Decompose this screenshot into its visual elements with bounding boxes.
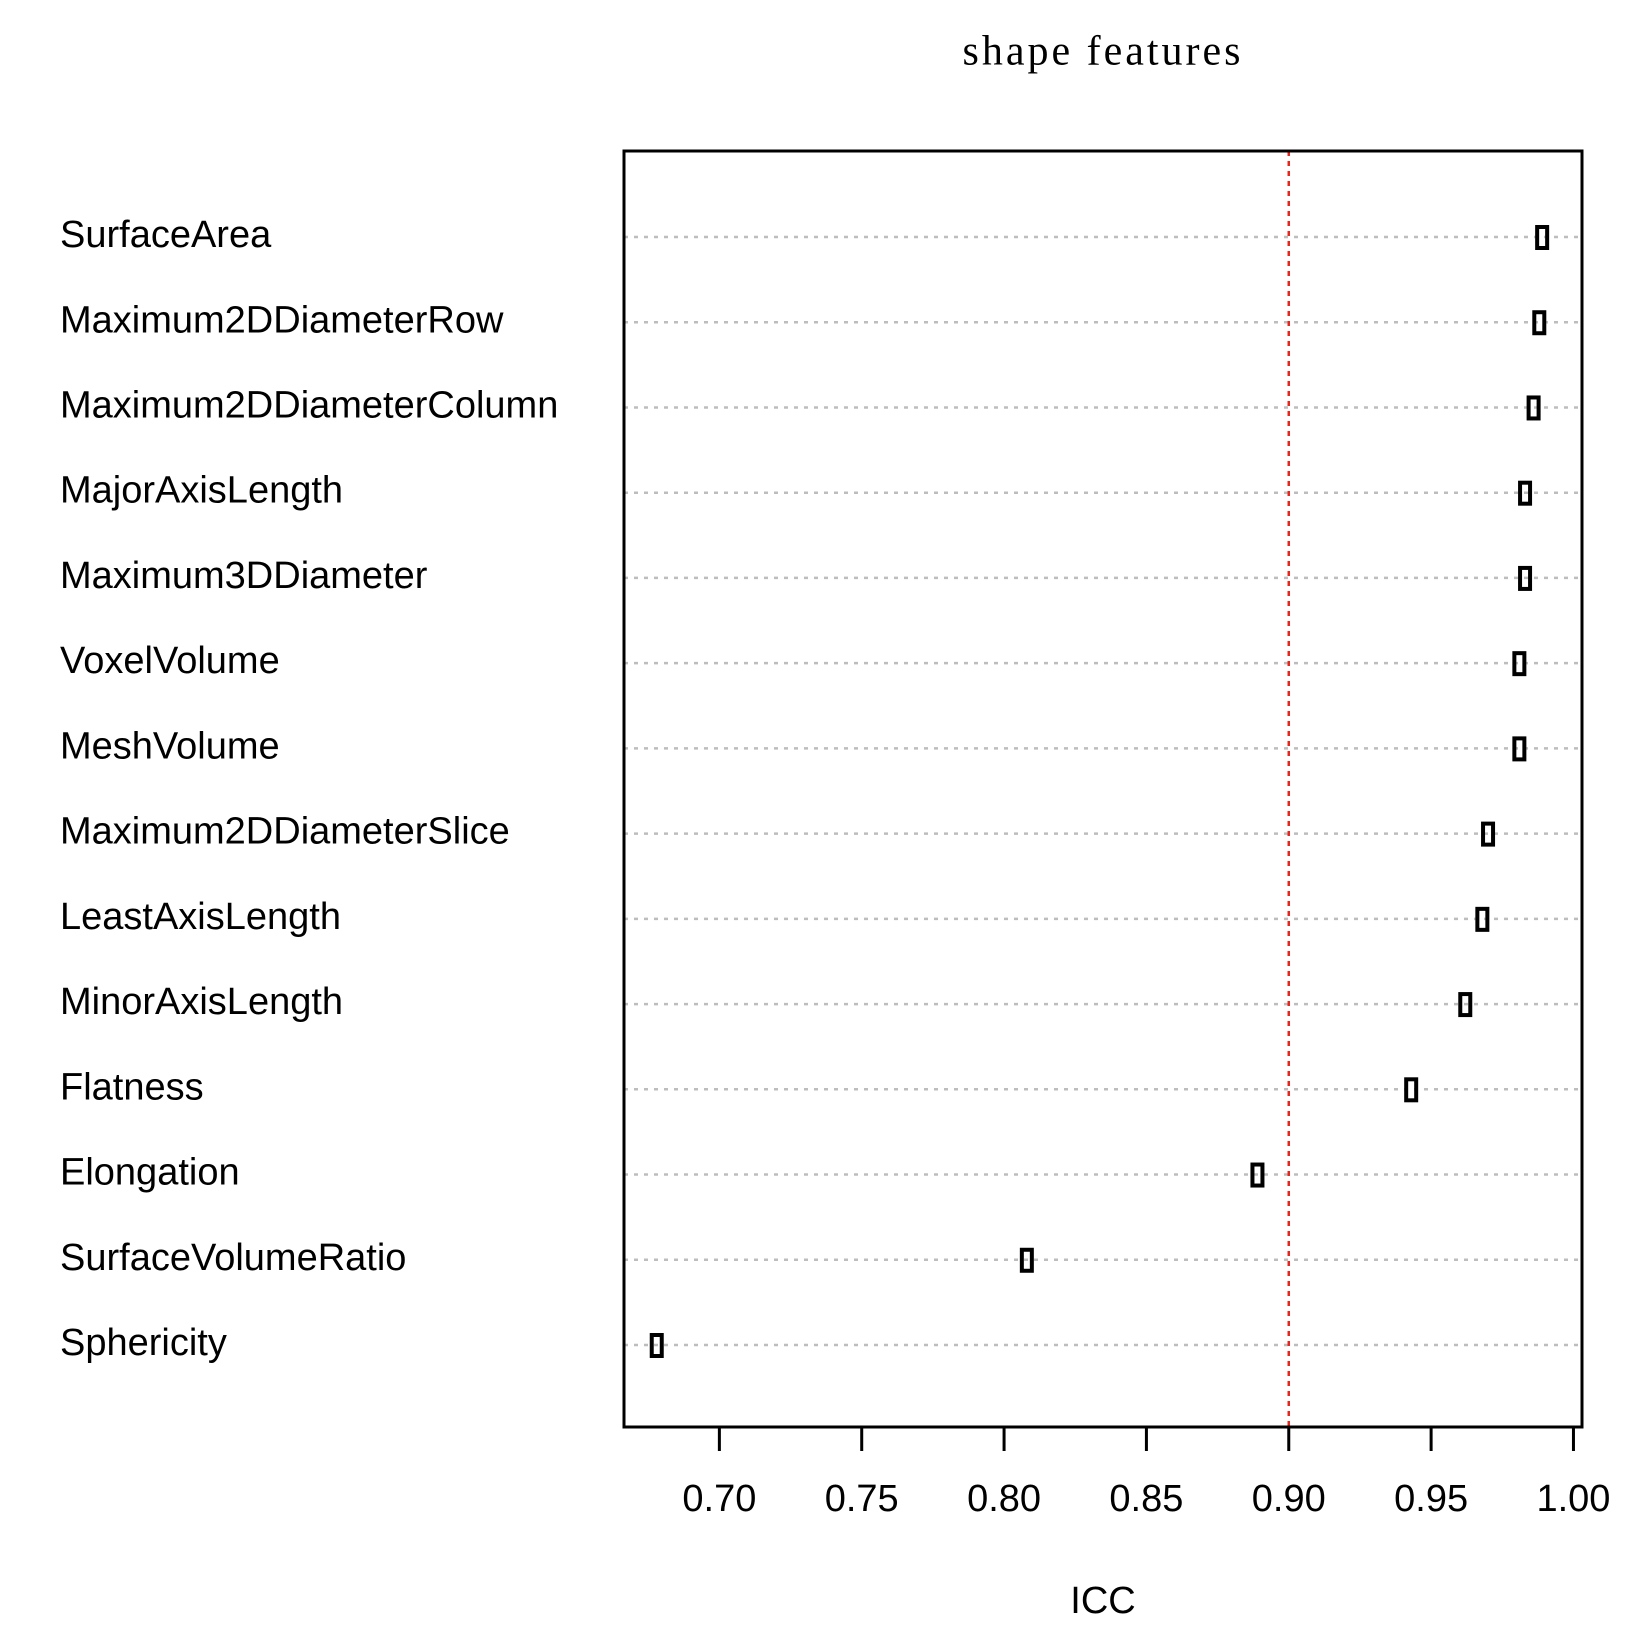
point [1512,651,1527,677]
chart-title: shape features [962,29,1243,75]
point [1019,1247,1034,1273]
category-label: Maximum2DDiameterSlice [60,811,510,853]
category-label: SurfaceVolumeRatio [60,1237,406,1279]
point [1404,1077,1419,1103]
point [1518,480,1533,506]
category-label: VoxelVolume [60,640,280,682]
point [1512,736,1527,762]
category-label: Maximum2DDiameterColumn [60,384,558,426]
x-tick-label: 0.90 [1252,1478,1326,1520]
x-tick-label: 1.00 [1536,1478,1610,1520]
category-label: SurfaceArea [60,214,272,256]
point [649,1333,664,1358]
point [1458,992,1473,1018]
category-label: Sphericity [60,1322,227,1364]
x-tick-label: 0.70 [682,1478,756,1520]
x-tick-label: 0.95 [1394,1478,1468,1520]
category-label: Flatness [60,1066,204,1108]
category-label: MajorAxisLength [60,470,343,512]
point [1518,565,1533,591]
point [1535,225,1550,250]
x-tick-label: 0.80 [967,1478,1041,1520]
point [1532,310,1547,336]
category-label: MeshVolume [60,725,280,767]
category-label: Maximum2DDiameterRow [60,299,504,341]
category-label: Elongation [60,1152,240,1194]
category-label: Maximum3DDiameter [60,555,428,597]
category-label: MinorAxisLength [60,981,343,1023]
point [1250,1162,1265,1188]
point [1481,821,1496,847]
x-tick-label: 0.75 [825,1478,899,1520]
x-axis-label: ICC [1070,1580,1135,1622]
point [1526,395,1541,421]
category-label: LeastAxisLength [60,896,341,938]
plot-frame [622,149,1584,1429]
point [1475,906,1490,932]
x-tick-label: 0.85 [1109,1478,1183,1520]
